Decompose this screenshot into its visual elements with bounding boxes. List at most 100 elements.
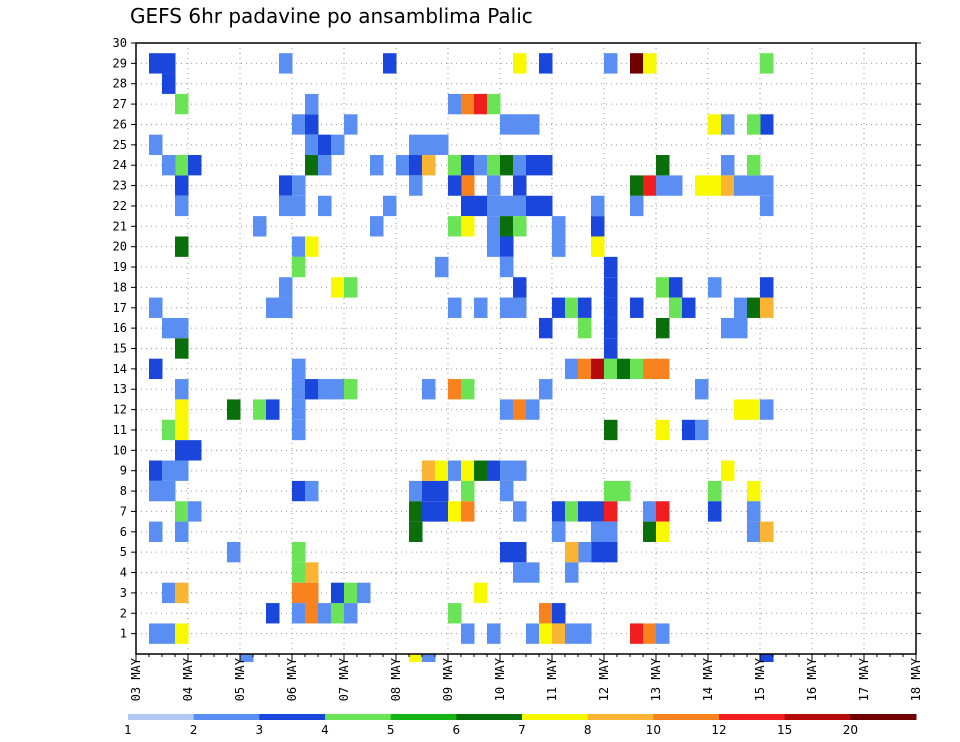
heatmap-cell — [500, 460, 514, 481]
heatmap-cell — [604, 501, 618, 522]
heatmap-cell — [409, 501, 423, 522]
heatmap-cell — [552, 603, 566, 624]
heatmap-cell — [513, 53, 527, 74]
heatmap-cell — [422, 501, 436, 522]
heatmap-cell — [617, 358, 631, 380]
legend-label: 8 — [584, 723, 592, 737]
legend-label: 12 — [711, 723, 726, 737]
x-tick-label: 03 MAY — [129, 657, 143, 701]
heatmap-cell — [760, 399, 774, 420]
heatmap-cell — [318, 603, 332, 624]
heatmap-cell — [760, 53, 774, 74]
y-tick-label: 17 — [113, 301, 127, 315]
heatmap-cell — [760, 277, 774, 298]
y-tick-label: 22 — [113, 199, 127, 213]
y-tick-label: 6 — [120, 525, 127, 539]
legend-label: 10 — [646, 723, 661, 737]
heatmap-cell — [188, 440, 202, 461]
heatmap-cell — [461, 623, 475, 644]
heatmap-cell — [643, 521, 657, 542]
heatmap-cell — [643, 53, 657, 74]
heatmap-cell — [721, 460, 735, 481]
heatmap-cell — [175, 521, 189, 542]
y-tick-label: 24 — [113, 158, 127, 172]
heatmap-cell — [175, 93, 189, 115]
heatmap-cell — [526, 399, 540, 420]
heatmap-cell — [149, 521, 163, 542]
y-tick-label: 14 — [113, 362, 127, 376]
heatmap-cell — [565, 562, 579, 583]
heatmap-cell — [604, 256, 618, 278]
heatmap-cell — [539, 379, 553, 400]
y-tick-label: 20 — [113, 240, 127, 254]
heatmap-cell — [305, 114, 319, 135]
heatmap-cell — [175, 379, 189, 400]
heatmap-cell — [539, 603, 553, 624]
heatmap-cell — [630, 297, 644, 318]
heatmap-cell — [318, 195, 332, 217]
heatmap-cell — [292, 358, 306, 380]
heatmap-cell — [604, 53, 618, 74]
x-tick-label: 18 MAY — [909, 657, 923, 701]
chart-title: GEFS 6hr padavine po ansamblima Palic — [130, 4, 533, 28]
heatmap-cell — [760, 521, 774, 542]
heatmap-cell — [604, 358, 618, 380]
heatmap-cell — [630, 175, 644, 196]
heatmap-cell — [422, 134, 436, 156]
y-tick-label: 28 — [113, 77, 127, 91]
heatmap-cell — [721, 317, 735, 339]
heatmap-cell — [292, 541, 306, 563]
heatmap-cell — [305, 93, 319, 115]
heatmap-cell — [513, 399, 527, 420]
heatmap-cell — [318, 379, 332, 400]
heatmap-cell — [461, 501, 475, 522]
x-tick-label: 16 MAY — [805, 657, 819, 701]
heatmap-cell — [344, 114, 358, 135]
legend-swatch — [719, 714, 786, 720]
heatmap-cell — [552, 297, 566, 318]
heatmap-cell — [175, 440, 189, 461]
heatmap-cell — [292, 175, 306, 196]
heatmap-cell — [448, 155, 462, 176]
heatmap-cell — [643, 358, 657, 380]
heatmap-cell — [162, 460, 176, 481]
heatmap-cell — [487, 175, 501, 196]
heatmap-cell — [175, 338, 189, 359]
heatmap-cell — [669, 175, 683, 196]
heatmap-cell — [344, 603, 358, 624]
heatmap-cell — [266, 297, 280, 318]
heatmap-cell — [591, 541, 605, 563]
heatmap-cell — [760, 195, 774, 217]
heatmap-cell — [578, 623, 592, 644]
heatmap-cell — [617, 480, 631, 502]
y-tick-label: 30 — [113, 36, 127, 50]
heatmap-cell — [682, 419, 696, 441]
heatmap-cell — [344, 277, 358, 298]
heatmap-cell — [565, 623, 579, 644]
heatmap-cell — [175, 317, 189, 339]
heatmap-cell — [513, 114, 527, 135]
heatmap-cell — [643, 501, 657, 522]
legend-label: 20 — [843, 723, 858, 737]
heatmap-cell — [435, 460, 449, 481]
heatmap-cell — [760, 654, 774, 662]
heatmap-cell — [422, 654, 436, 662]
heatmap-cell — [461, 460, 475, 481]
heatmap-cell — [513, 297, 527, 318]
heatmap-cell — [279, 53, 293, 74]
heatmap-cell — [175, 175, 189, 196]
heatmap-cell — [500, 256, 514, 278]
heatmap-cell — [747, 114, 761, 135]
y-tick-label: 25 — [113, 138, 127, 152]
heatmap-cell — [708, 175, 722, 196]
heatmap-cell — [500, 541, 514, 563]
y-tick-label: 7 — [120, 504, 127, 518]
heatmap-cell — [149, 297, 163, 318]
heatmap-cell — [279, 277, 293, 298]
heatmap-cell — [162, 419, 176, 441]
heatmap-cell — [500, 216, 514, 237]
heatmap-cell — [331, 603, 345, 624]
heatmap-cell — [331, 134, 345, 156]
heatmap-cell — [461, 155, 475, 176]
heatmap-cell — [175, 582, 189, 604]
